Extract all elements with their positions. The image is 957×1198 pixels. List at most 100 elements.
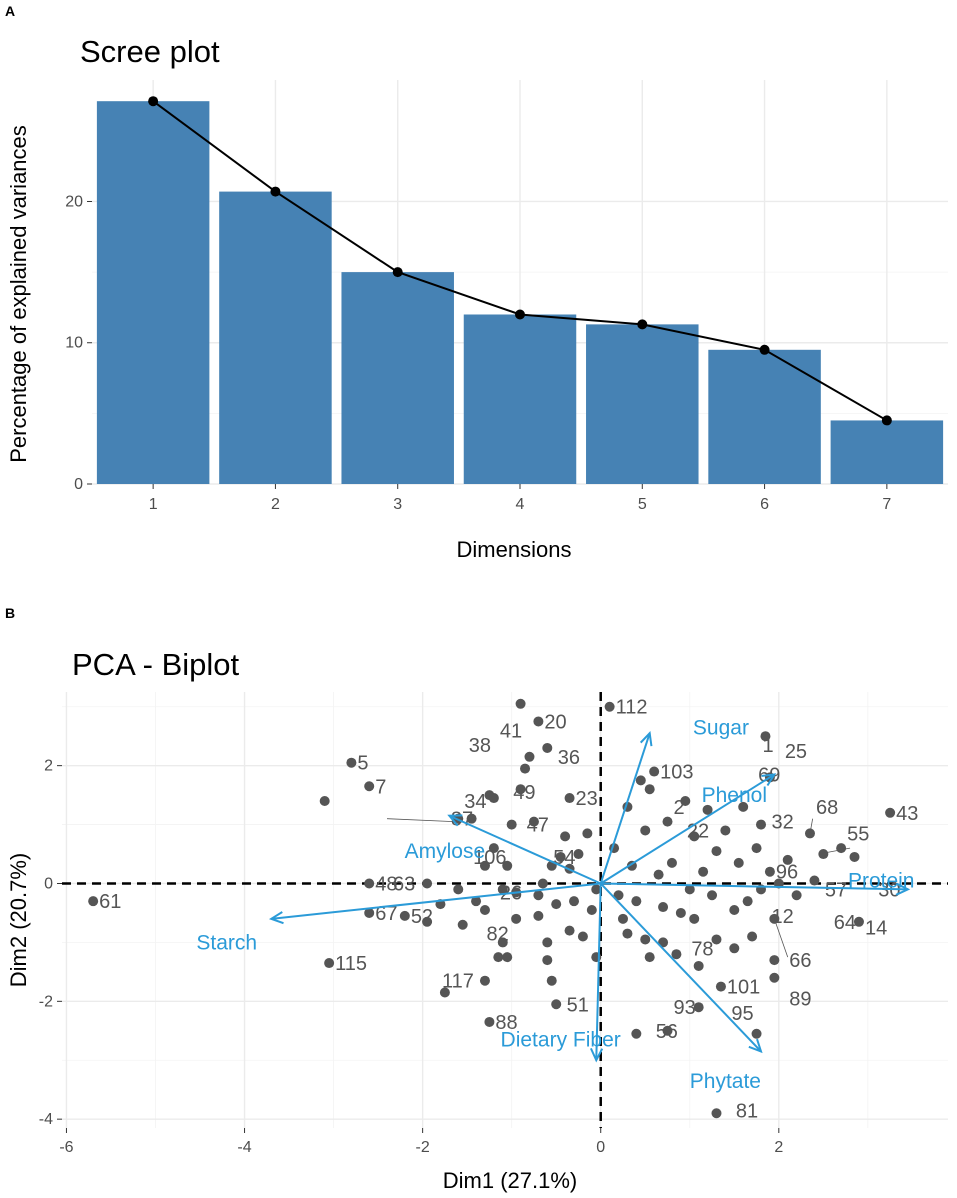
biplot-point xyxy=(364,781,375,792)
biplot-title: PCA - Biplot xyxy=(72,647,240,682)
biplot-y-tick-label: -4 xyxy=(39,1111,53,1128)
biplot-arrowhead xyxy=(639,731,653,747)
biplot-arrow-phytate xyxy=(600,882,762,1053)
biplot-point xyxy=(533,890,544,901)
biplot-point-label: 56 xyxy=(656,1021,678,1043)
scree-bar-1 xyxy=(96,101,210,484)
biplot-point xyxy=(711,846,722,857)
scree-y-tick-label: 20 xyxy=(65,193,83,210)
biplot-point xyxy=(631,896,642,907)
scree-x-tick-label: 1 xyxy=(149,496,158,513)
biplot-point xyxy=(542,955,553,966)
biplot-point xyxy=(511,913,522,924)
biplot-point xyxy=(502,860,513,871)
biplot-x-tick-label: -2 xyxy=(416,1139,430,1156)
biplot-x-axis: -6 -4 -2 0 2 xyxy=(59,1128,783,1156)
biplot-point xyxy=(533,910,544,921)
biplot-point xyxy=(88,896,99,907)
biplot-point-label: 7 xyxy=(375,776,386,798)
biplot-point xyxy=(479,860,490,871)
scree-point-1 xyxy=(148,96,159,107)
biplot-label-leader xyxy=(386,818,454,823)
biplot-point xyxy=(573,849,584,860)
biplot-point-label: 38 xyxy=(469,735,491,757)
biplot-point xyxy=(640,825,651,836)
biplot-point-label: 48 xyxy=(375,873,397,895)
scree-bar-7 xyxy=(830,420,944,484)
biplot-point xyxy=(782,854,793,865)
biplot-point xyxy=(689,913,700,924)
biplot-point-label: 34 xyxy=(464,791,486,813)
biplot-point-label: 87 xyxy=(451,809,473,831)
biplot-point xyxy=(853,916,864,927)
biplot-point xyxy=(515,698,526,709)
biplot-point xyxy=(738,801,749,812)
biplot-point-label: 54 xyxy=(553,847,575,869)
scree-bar-4 xyxy=(463,314,577,484)
biplot-point xyxy=(479,905,490,915)
biplot-point xyxy=(569,896,580,907)
biplot-point xyxy=(658,902,669,913)
biplot-point xyxy=(546,975,557,986)
biplot-point xyxy=(707,890,718,901)
biplot-point-label: 22 xyxy=(687,820,709,842)
biplot-point xyxy=(520,763,531,774)
biplot-panel-bg xyxy=(62,692,948,1128)
biplot-point xyxy=(471,896,482,907)
biplot-point-label: 68 xyxy=(816,797,838,819)
biplot-point-label: 89 xyxy=(789,988,811,1010)
biplot-variable-arrows: Starch Amylose Sugar Phenol Protein Phytate Di… xyxy=(196,716,914,1093)
biplot-point xyxy=(453,884,464,895)
scree-x-tick-label: 6 xyxy=(760,496,769,513)
scree-x-tick-label: 3 xyxy=(393,496,402,513)
biplot-point xyxy=(422,916,433,927)
biplot-point xyxy=(488,843,499,854)
scree-x-tick-label: 4 xyxy=(516,496,525,513)
biplot-point xyxy=(729,905,740,915)
biplot-arrowhead xyxy=(748,1038,763,1054)
biplot-point xyxy=(720,825,731,836)
biplot-point xyxy=(586,905,597,915)
biplot-point-label: 43 xyxy=(896,803,918,825)
biplot-point-labels: 6157384120361123449238747106544863266752… xyxy=(99,697,918,1123)
biplot-point xyxy=(542,937,553,948)
scree-point-4 xyxy=(515,309,525,320)
biplot-point xyxy=(551,899,562,910)
biplot-point xyxy=(622,928,633,939)
biplot-point xyxy=(591,884,602,895)
biplot-point xyxy=(711,1108,722,1119)
scree-x-axis-title: Dimensions xyxy=(457,537,572,562)
scree-bars xyxy=(96,101,944,484)
biplot-variable-label: Amylose xyxy=(405,840,486,863)
biplot-variable-label: Protein xyxy=(848,870,915,893)
biplot-point-label: 112 xyxy=(616,697,648,719)
biplot-point xyxy=(689,831,700,842)
biplot-point xyxy=(528,816,539,827)
biplot-point-label: 61 xyxy=(99,891,121,913)
biplot-point xyxy=(675,907,686,918)
biplot-point xyxy=(662,1025,673,1036)
biplot-point xyxy=(849,851,860,862)
biplot-point xyxy=(644,784,655,795)
biplot-label-leader xyxy=(818,847,851,855)
scree-y-tick-label: 10 xyxy=(65,335,83,352)
biplot-point xyxy=(751,843,762,854)
biplot-point-label: 36 xyxy=(558,747,580,769)
biplot-variable-label: Dietary Fiber xyxy=(501,1029,621,1052)
biplot-grid xyxy=(62,692,948,1128)
scree-x-tick-label: 5 xyxy=(638,496,647,513)
biplot-arrow-dietary-fiber xyxy=(595,883,602,1061)
biplot-point xyxy=(760,731,771,742)
scree-y-axis: 0 10 20 xyxy=(65,193,92,493)
biplot-point-label: 66 xyxy=(789,950,811,972)
biplot-point xyxy=(764,866,775,877)
biplot-point-label: 5 xyxy=(357,753,368,775)
biplot-point xyxy=(506,819,517,830)
biplot-arrowhead xyxy=(895,882,911,896)
scree-line xyxy=(148,96,892,426)
biplot-point-label: 115 xyxy=(335,953,367,975)
biplot-y-tick-label: 2 xyxy=(44,758,53,775)
biplot-point xyxy=(640,934,651,945)
biplot-point xyxy=(577,931,588,942)
biplot-x-tick-label: 0 xyxy=(596,1139,605,1156)
